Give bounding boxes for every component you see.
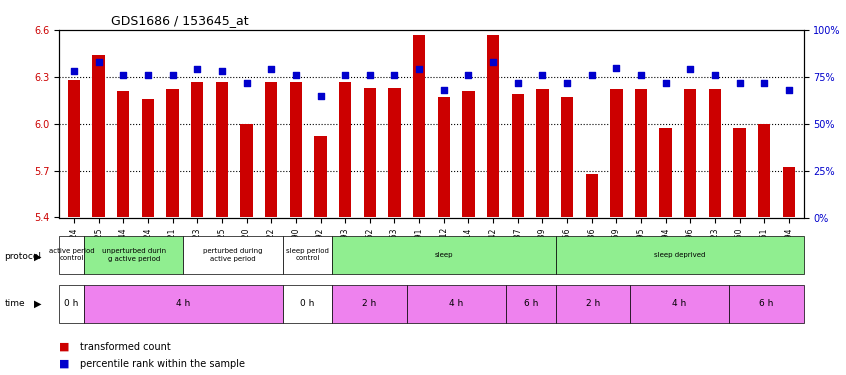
Bar bbox=[487, 34, 499, 218]
Text: 4 h: 4 h bbox=[176, 299, 190, 308]
Bar bbox=[339, 81, 351, 218]
Bar bbox=[191, 81, 203, 218]
Point bbox=[437, 87, 451, 93]
Bar bbox=[265, 81, 277, 218]
FancyBboxPatch shape bbox=[332, 236, 556, 274]
Text: unperturbed durin
g active period: unperturbed durin g active period bbox=[102, 249, 166, 261]
FancyBboxPatch shape bbox=[84, 285, 283, 322]
Bar bbox=[512, 94, 524, 218]
Bar bbox=[660, 128, 672, 217]
Point bbox=[215, 68, 228, 74]
Bar bbox=[709, 89, 721, 218]
Bar bbox=[783, 168, 795, 217]
Bar bbox=[733, 128, 746, 217]
Text: sleep deprived: sleep deprived bbox=[654, 252, 706, 258]
Point bbox=[684, 66, 697, 72]
Text: 0 h: 0 h bbox=[300, 299, 315, 308]
FancyBboxPatch shape bbox=[59, 236, 84, 274]
Bar bbox=[167, 89, 179, 218]
Point bbox=[659, 80, 673, 86]
Text: sleep period
control: sleep period control bbox=[286, 249, 329, 261]
Text: ■: ■ bbox=[59, 342, 69, 352]
FancyBboxPatch shape bbox=[184, 236, 283, 274]
FancyBboxPatch shape bbox=[84, 236, 184, 274]
Point bbox=[462, 72, 475, 78]
Text: transformed count: transformed count bbox=[80, 342, 171, 352]
Point bbox=[265, 66, 278, 72]
Text: ▶: ▶ bbox=[34, 299, 41, 309]
Point bbox=[486, 59, 500, 65]
Text: 2 h: 2 h bbox=[585, 299, 600, 308]
FancyBboxPatch shape bbox=[59, 285, 84, 322]
Point bbox=[757, 80, 771, 86]
Text: perturbed during
active period: perturbed during active period bbox=[203, 249, 262, 261]
Bar bbox=[240, 124, 253, 218]
Point bbox=[67, 68, 80, 74]
FancyBboxPatch shape bbox=[407, 285, 506, 322]
Text: protocol: protocol bbox=[4, 252, 41, 261]
Bar bbox=[117, 91, 129, 218]
Point bbox=[92, 59, 106, 65]
FancyBboxPatch shape bbox=[283, 285, 332, 322]
Text: 6 h: 6 h bbox=[524, 299, 538, 308]
FancyBboxPatch shape bbox=[556, 285, 630, 322]
Point bbox=[289, 72, 303, 78]
Text: 6 h: 6 h bbox=[760, 299, 773, 308]
Point bbox=[610, 64, 624, 70]
Text: 2 h: 2 h bbox=[362, 299, 376, 308]
Bar bbox=[92, 55, 105, 217]
Bar bbox=[437, 97, 450, 218]
Point bbox=[141, 72, 155, 78]
Point bbox=[363, 72, 376, 78]
FancyBboxPatch shape bbox=[506, 285, 556, 322]
Text: active period
control: active period control bbox=[49, 249, 95, 261]
Point bbox=[634, 72, 648, 78]
Bar bbox=[388, 88, 401, 218]
Point bbox=[314, 93, 327, 99]
Text: 0 h: 0 h bbox=[64, 299, 79, 308]
FancyBboxPatch shape bbox=[729, 285, 804, 322]
Bar bbox=[610, 89, 623, 218]
Bar bbox=[684, 89, 696, 218]
Point bbox=[412, 66, 426, 72]
Point bbox=[783, 87, 796, 93]
Bar bbox=[561, 97, 574, 218]
Text: GDS1686 / 153645_at: GDS1686 / 153645_at bbox=[112, 15, 249, 27]
Point bbox=[166, 72, 179, 78]
Text: ▶: ▶ bbox=[34, 252, 41, 262]
Point bbox=[239, 80, 253, 86]
FancyBboxPatch shape bbox=[630, 285, 729, 322]
Bar bbox=[289, 81, 302, 218]
Bar bbox=[142, 99, 154, 218]
FancyBboxPatch shape bbox=[283, 236, 332, 274]
Point bbox=[536, 72, 549, 78]
Bar bbox=[216, 81, 228, 218]
Point bbox=[733, 80, 746, 86]
Text: ■: ■ bbox=[59, 359, 69, 369]
FancyBboxPatch shape bbox=[556, 236, 804, 274]
Point bbox=[511, 80, 525, 86]
Text: 4 h: 4 h bbox=[673, 299, 687, 308]
Point bbox=[190, 66, 204, 72]
Bar bbox=[413, 34, 426, 218]
Bar bbox=[462, 91, 475, 218]
Bar bbox=[585, 174, 598, 217]
Point bbox=[117, 72, 130, 78]
Point bbox=[585, 72, 598, 78]
Bar bbox=[536, 89, 548, 218]
Text: sleep: sleep bbox=[435, 252, 453, 258]
Text: time: time bbox=[4, 299, 25, 308]
FancyBboxPatch shape bbox=[332, 285, 407, 322]
Bar bbox=[364, 88, 376, 218]
Text: 4 h: 4 h bbox=[449, 299, 464, 308]
Point bbox=[338, 72, 352, 78]
Text: percentile rank within the sample: percentile rank within the sample bbox=[80, 359, 245, 369]
Bar bbox=[68, 80, 80, 218]
Bar bbox=[758, 124, 771, 218]
Point bbox=[560, 80, 574, 86]
Point bbox=[387, 72, 401, 78]
Bar bbox=[315, 136, 327, 218]
Bar bbox=[634, 89, 647, 218]
Point bbox=[708, 72, 722, 78]
